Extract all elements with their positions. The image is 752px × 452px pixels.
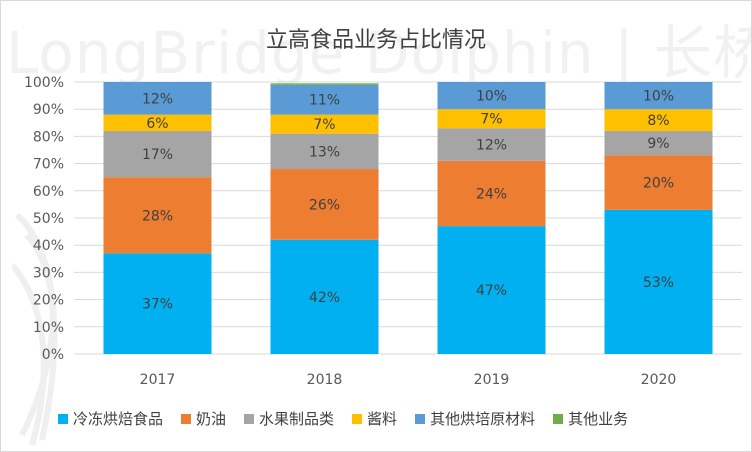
y-tick-label: 30% — [33, 265, 64, 281]
data-label: 6% — [146, 116, 168, 132]
legend-swatch — [58, 413, 68, 424]
legend-swatch — [352, 413, 363, 424]
data-label: 20% — [643, 176, 674, 192]
data-label: 26% — [309, 197, 340, 213]
bar-segment — [270, 114, 379, 134]
bar-segment — [270, 239, 379, 354]
y-tick-label: 0% — [42, 347, 64, 363]
y-tick-label: 80% — [33, 129, 64, 145]
bar-segment — [103, 253, 212, 354]
y-tick-label: 50% — [33, 211, 64, 227]
legend-swatch — [415, 413, 426, 424]
data-label: 12% — [476, 138, 507, 154]
data-label: 47% — [476, 283, 507, 299]
data-label: 17% — [142, 147, 173, 163]
legend-item: 酱料 — [352, 408, 397, 429]
bar-segment — [437, 109, 546, 129]
bar-segment — [437, 160, 546, 227]
data-label: 7% — [313, 117, 335, 133]
data-label: 9% — [647, 136, 669, 152]
x-tick-label: 2019 — [474, 372, 510, 388]
data-label: 12% — [142, 91, 173, 107]
data-label: 24% — [476, 187, 507, 203]
bar-segment — [604, 109, 713, 131]
bar-segment — [437, 128, 546, 161]
bar-segment — [604, 209, 713, 354]
y-tick-label: 20% — [33, 293, 64, 309]
x-tick-label: 2018 — [307, 372, 343, 388]
data-label: 10% — [643, 89, 674, 105]
data-label: 10% — [476, 89, 507, 105]
legend-label: 其他业务 — [568, 410, 629, 428]
y-tick-label: 40% — [33, 238, 64, 254]
bar-segment — [437, 226, 546, 354]
legend-label: 水果制品类 — [259, 410, 335, 428]
bar-segment — [270, 83, 379, 85]
chart-legend: 冷冻烘焙食品 奶油 水果制品类 酱料 其他烘培原材料 其他业务 — [58, 408, 628, 429]
data-label: 13% — [309, 144, 340, 160]
data-label: 28% — [142, 208, 173, 224]
data-label: 42% — [309, 290, 340, 306]
legend-item: 其他烘培原材料 — [415, 408, 535, 429]
legend-label: 酱料 — [367, 410, 398, 428]
y-tick-label: 70% — [33, 157, 64, 173]
legend-label: 奶油 — [196, 410, 227, 428]
legend-item: 奶油 — [181, 408, 226, 429]
y-tick-label: 90% — [33, 102, 64, 118]
bar-segment — [103, 82, 212, 115]
legend-swatch — [244, 413, 255, 424]
legend-swatch — [553, 413, 564, 424]
chart-title: 立高食品业务占比情况 — [265, 28, 486, 53]
x-tick-label: 2017 — [140, 372, 176, 388]
data-label: 7% — [480, 112, 502, 128]
bar-segment — [103, 114, 212, 131]
data-label: 53% — [643, 275, 674, 291]
legend-label: 冷冻烘焙食品 — [73, 410, 164, 428]
bar-segment — [103, 130, 212, 178]
x-tick-label: 2020 — [641, 372, 677, 388]
y-tick-label: 100% — [24, 75, 64, 91]
data-label: 8% — [647, 113, 669, 129]
watermark-logo-icon — [12, 212, 58, 445]
data-label: 11% — [309, 93, 340, 109]
bar-segment — [103, 177, 212, 254]
legend-item: 冷冻烘焙食品 — [58, 408, 163, 429]
bar-segment — [270, 133, 379, 170]
legend-item: 其他业务 — [553, 408, 628, 429]
legend-label: 其他烘培原材料 — [430, 410, 536, 428]
bar-segment — [270, 169, 379, 240]
y-tick-label: 10% — [33, 320, 64, 336]
bar-segment — [270, 84, 379, 115]
y-tick-label: 60% — [33, 184, 64, 200]
legend-swatch — [181, 413, 192, 424]
watermark-text: LongBridge Dolphin | 长桥海豚投研 — [6, 19, 752, 87]
data-label: 37% — [142, 297, 173, 313]
bar-segment — [604, 130, 713, 156]
legend-item: 水果制品类 — [244, 408, 334, 429]
stacked-bar-chart: 0% 10% 20% 30% 40% 50% 60% 70% 80% 90% 100% 37% 28% 1… — [24, 75, 742, 388]
bar-segment — [437, 82, 546, 110]
bar-segment — [604, 155, 713, 210]
bar-segment — [604, 82, 713, 110]
